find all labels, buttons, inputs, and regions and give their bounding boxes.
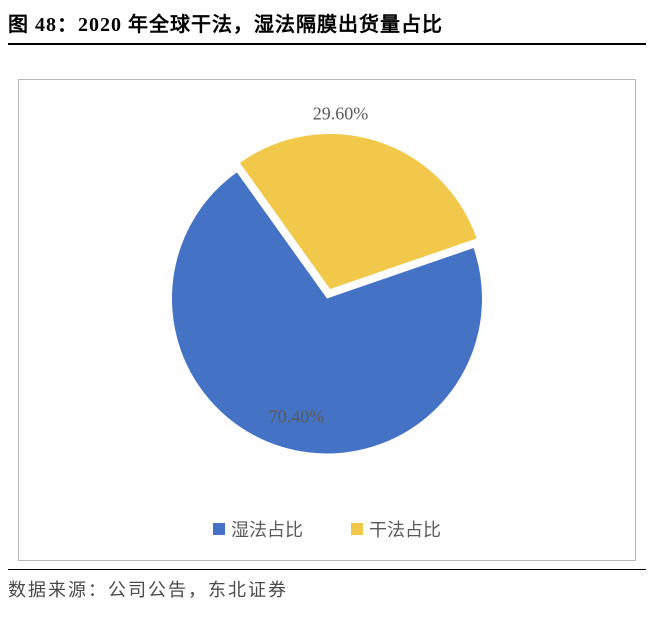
legend-item: 湿法占比 <box>213 516 303 542</box>
legend: 湿法占比 干法占比 <box>19 516 635 542</box>
legend-swatch <box>213 523 225 535</box>
legend-label: 湿法占比 <box>231 516 303 542</box>
legend-item: 干法占比 <box>351 516 441 542</box>
legend-label: 干法占比 <box>369 516 441 542</box>
pie-chart: 70.40%29.60% <box>158 129 496 472</box>
pie-svg <box>158 129 496 467</box>
legend-swatch <box>351 523 363 535</box>
data-source: 数据来源：公司公告，东北证券 <box>0 570 654 602</box>
title-rule <box>8 43 646 45</box>
chart-title: 图 48：2020 年全球干法，湿法隔膜出货量占比 <box>8 8 646 37</box>
chart-container: 70.40%29.60% 湿法占比干法占比 <box>18 79 636 561</box>
pie-slice-label: 70.40% <box>269 407 325 428</box>
pie-slice-label: 29.60% <box>313 104 369 125</box>
